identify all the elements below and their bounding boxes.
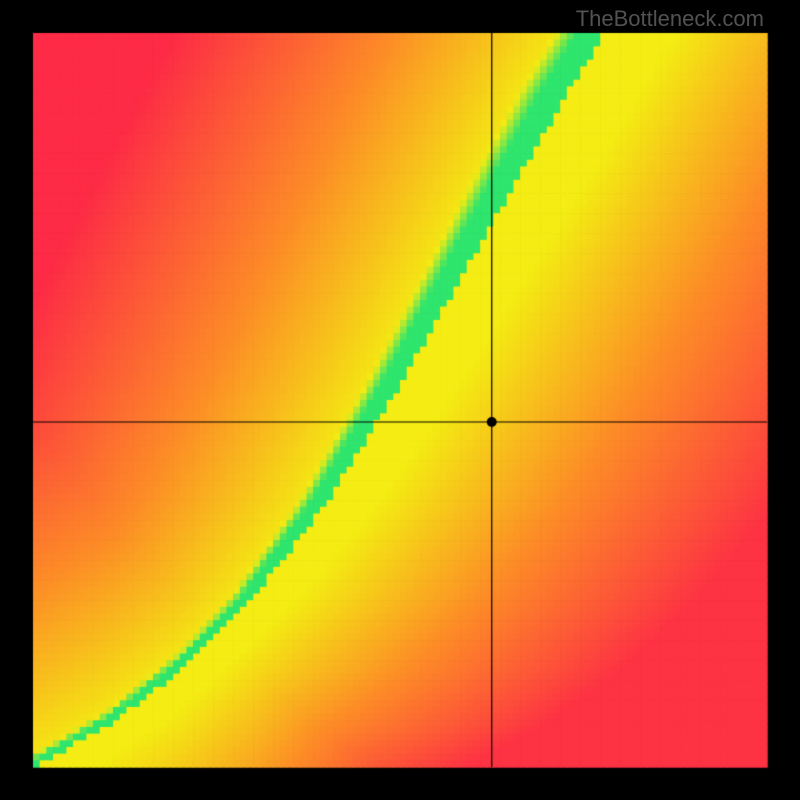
watermark-text: TheBottleneck.com [576, 6, 764, 32]
chart-container: TheBottleneck.com [0, 0, 800, 800]
bottleneck-heatmap [0, 0, 800, 800]
